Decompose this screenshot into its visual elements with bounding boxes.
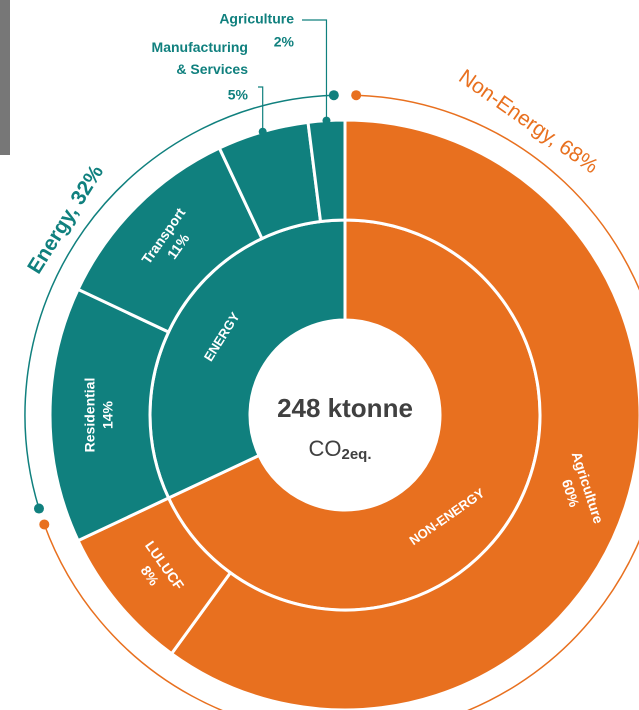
arc-dot: [328, 90, 339, 101]
outer-category: Manufacturing & Services: [152, 39, 249, 77]
outer-value: 14%: [100, 400, 116, 429]
arc-dot: [39, 519, 50, 530]
window-edge: [0, 0, 10, 155]
leader-line: [258, 86, 264, 132]
arc-dot: [33, 503, 44, 514]
outer-label: Residential 14%: [82, 378, 116, 453]
outer-segment: [306, 118, 347, 224]
center-unit: CO2eq.: [308, 436, 371, 463]
outer-category: Residential: [82, 378, 98, 453]
leader-line: [302, 19, 328, 121]
center-label: 248 ktonne: [277, 393, 413, 423]
arc-dot: [351, 90, 362, 101]
leader-dot: [258, 127, 267, 136]
outer-value: 2%: [274, 34, 295, 50]
center-unit-main: CO: [308, 436, 341, 461]
center-unit-sub: 2eq.: [341, 446, 371, 463]
leader-dot: [322, 116, 331, 125]
outer-segment: [169, 118, 639, 710]
group-arc: [43, 94, 639, 710]
outer-value: 5%: [228, 87, 249, 103]
outer-category: Agriculture: [219, 11, 294, 27]
group-arc: [24, 94, 334, 509]
